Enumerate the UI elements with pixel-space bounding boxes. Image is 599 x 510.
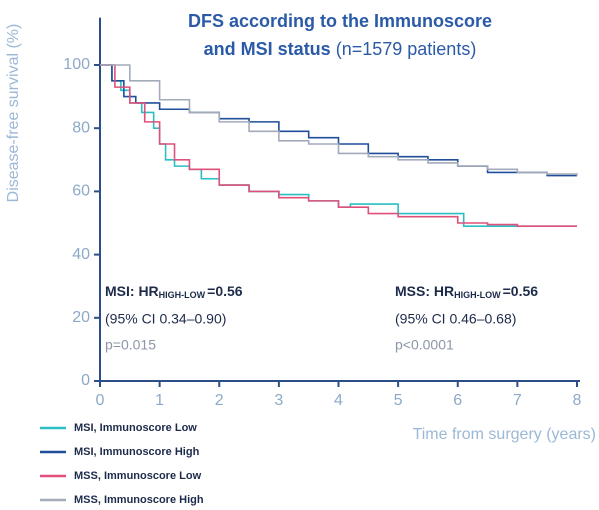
x-tick-label: 2 <box>215 392 224 409</box>
x-tick-label: 6 <box>453 392 462 409</box>
annotation-p: p<0.0001 <box>395 337 454 353</box>
survival-curve <box>100 64 578 176</box>
hr-value: =0.56 <box>207 283 243 299</box>
hr-label: MSI: HR <box>105 283 159 299</box>
y-tick-label: 40 <box>72 246 90 263</box>
x-tick-label: 0 <box>96 392 105 409</box>
hr-subscript: HIGH-LOW <box>454 290 501 300</box>
title-line: and MSI status (n=1579 patients) <box>204 39 477 59</box>
legend-label: MSS, Immunoscore High <box>74 494 204 506</box>
annotation-hr: MSI: HRHIGH-LOW =0.56 <box>105 283 243 301</box>
annotation-ci: (95% CI 0.46–0.68) <box>395 311 516 327</box>
annotation-ci: (95% CI 0.34–0.90) <box>105 311 226 327</box>
x-tick-label: 4 <box>334 392 343 409</box>
x-tick-label: 5 <box>394 392 403 409</box>
y-tick-label: 60 <box>72 183 90 200</box>
legend-label: MSS, Immunoscore Low <box>74 470 202 482</box>
x-tick-label: 7 <box>513 392 522 409</box>
survival-curve <box>100 64 577 227</box>
legend-label: MSI, Immunoscore Low <box>74 422 197 434</box>
title-line: and MSI status <box>204 39 331 59</box>
y-tick-label: 100 <box>63 56 90 73</box>
y-axis-label: Disease-free survival (%) <box>5 24 22 203</box>
y-tick-label: 0 <box>81 372 90 389</box>
hr-subscript: HIGH-LOW <box>159 290 206 300</box>
x-axis-label: Time from surgery (years) <box>413 426 596 443</box>
hr-value: =0.56 <box>503 283 539 299</box>
y-tick-label: 20 <box>72 309 90 326</box>
legend-label: MSI, Immunoscore High <box>74 446 200 458</box>
x-tick-label: 3 <box>274 392 283 409</box>
x-tick-label: 8 <box>573 392 582 409</box>
title-note: (n=1579 patients) <box>336 39 477 59</box>
y-tick-label: 80 <box>72 119 90 136</box>
x-tick-label: 1 <box>155 392 164 409</box>
annotation-p: p=0.015 <box>105 337 156 353</box>
annotation-hr: MSS: HRHIGH-LOW =0.56 <box>395 283 538 301</box>
hr-label: MSS: HR <box>395 283 454 299</box>
title-line: DFS according to the Immunoscore <box>188 11 492 31</box>
